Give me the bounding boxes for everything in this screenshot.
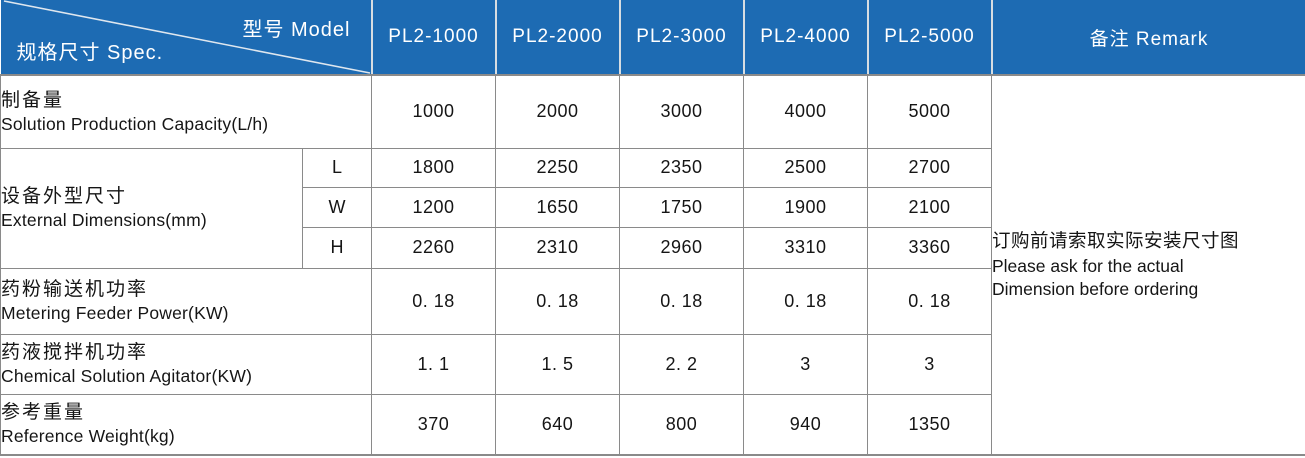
capacity-value: 4000 [743,74,868,149]
column-header-model-5: PL2-5000 [867,0,993,76]
dimension-l-value: 2700 [867,147,992,188]
model-axis-label: 型号 Model [242,19,351,41]
dimension-w-value: 1650 [495,186,620,228]
header-row: 型号 Model 规格尺寸 Spec. PL2-1000 PL2-2000 PL… [0,0,1305,76]
feeder-power-value: 0. 18 [743,267,868,335]
column-header-model-4: PL2-4000 [743,0,869,76]
row-reference-weight: 参考重量 Reference Weight(kg) 370 640 800 94… [0,393,1305,456]
dimension-l-value: 2500 [743,147,868,188]
dimension-w-value: 1750 [619,186,744,228]
capacity-label-cell: 制备量 Solution Production Capacity(L/h) [0,74,372,149]
agitator-label-cell: 药液搅拌机功率 Chemical Solution Agitator(KW) [0,333,372,395]
feeder-power-value: 0. 18 [371,267,496,335]
agitator-value: 3 [867,333,992,395]
feeder-power-label-zh: 药粉输送机功率 [1,279,149,301]
dimensions-label-en: External Dimensions(mm) [1,209,207,230]
weight-value: 940 [743,393,868,456]
agitator-value: 2. 2 [619,333,744,395]
weight-label-zh: 参考重量 [1,402,86,424]
column-header-model-2: PL2-2000 [495,0,621,76]
dimension-h-value: 3360 [867,226,992,269]
feeder-power-value: 0. 18 [495,267,620,335]
weight-label-cell: 参考重量 Reference Weight(kg) [0,393,372,456]
dimension-h-value: 2260 [371,226,496,269]
spec-axis-label: 规格尺寸 Spec. [16,42,164,64]
dimension-key-l: L [302,147,372,188]
dimensions-label-cell: 设备外型尺寸 External Dimensions(mm) [0,147,303,269]
column-header-model-1: PL2-1000 [371,0,497,76]
row-dimension-w: W 1200 1650 1750 1900 2100 [1,186,1305,228]
row-capacity: 制备量 Solution Production Capacity(L/h) 10… [0,74,1305,456]
weight-label-en: Reference Weight(kg) [1,426,175,447]
capacity-value: 1000 [371,74,496,149]
agitator-label-zh: 药液搅拌机功率 [1,342,149,364]
remark-text-en-1: Please ask for the actual [992,255,1184,276]
dimension-h-value: 3310 [743,226,868,269]
dimension-l-value: 2250 [495,147,620,188]
agitator-value: 1. 5 [495,333,620,395]
capacity-value: 2000 [495,74,620,149]
row-feeder-power: 药粉输送机功率 Metering Feeder Power(KW) 0. 18 … [0,267,1305,335]
dimension-w-value: 1900 [743,186,868,228]
remark-text-zh: 订购前请索取实际安装尺寸图 [992,229,1240,251]
agitator-value: 3 [743,333,868,395]
column-header-remark: 备注 Remark [991,0,1305,76]
dimension-w-value: 1200 [371,186,496,228]
feeder-power-label-en: Metering Feeder Power(KW) [1,302,229,323]
capacity-value: 3000 [619,74,744,149]
column-header-model-3: PL2-3000 [619,0,745,76]
capacity-value: 5000 [867,74,992,149]
row-dimension-l: 设备外型尺寸 External Dimensions(mm) L 1800 22… [0,147,1305,269]
remark-cell: 订购前请索取实际安装尺寸图 Please ask for the actual … [991,74,1305,456]
dimension-key-h: H [302,226,372,269]
agitator-value: 1. 1 [371,333,496,395]
capacity-label-zh: 制备量 [1,89,65,111]
corner-header-cell: 型号 Model 规格尺寸 Spec. [0,0,373,76]
weight-value: 1350 [867,393,992,456]
dimension-key-w: W [302,186,372,228]
dimension-w-value: 2100 [867,186,992,228]
feeder-power-value: 0. 18 [867,267,992,335]
weight-value: 640 [495,393,620,456]
feeder-power-value: 0. 18 [619,267,744,335]
dimension-h-value: 2960 [619,226,744,269]
feeder-power-label-cell: 药粉输送机功率 Metering Feeder Power(KW) [0,267,372,335]
weight-value: 800 [619,393,744,456]
row-dimension-h: H 2260 2310 2960 3310 3360 [1,226,1305,269]
capacity-label-en: Solution Production Capacity(L/h) [1,113,269,134]
dimension-l-value: 2350 [619,147,744,188]
dimension-l-value: 1800 [371,147,496,188]
diagonal-divider-line [3,0,370,73]
row-agitator-power: 药液搅拌机功率 Chemical Solution Agitator(KW) 1… [0,333,1305,395]
remark-text-en-2: Dimension before ordering [992,279,1199,300]
dimensions-label-zh: 设备外型尺寸 [1,186,128,208]
weight-value: 370 [371,393,496,456]
agitator-label-en: Chemical Solution Agitator(KW) [1,365,253,386]
dimension-h-value: 2310 [495,226,620,269]
